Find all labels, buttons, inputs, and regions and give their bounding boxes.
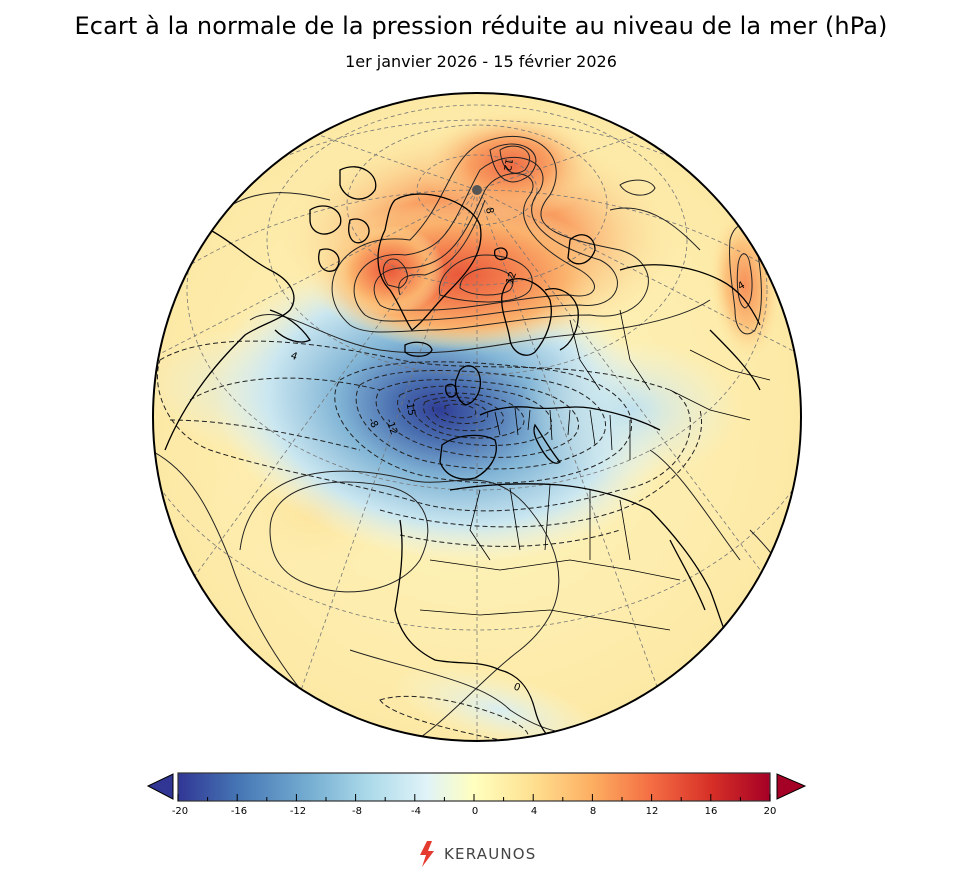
colorbar-over-arrow — [776, 773, 807, 800]
chart-title: Ecart à la normale de la pression réduit… — [74, 12, 888, 40]
colorbar-tick-label: -16 — [230, 806, 248, 817]
country-borders — [419, 309, 771, 631]
colorbar-tick-label: 4 — [530, 806, 538, 817]
colorbar-tick-label: -8 — [352, 806, 362, 817]
svg-text:12: 12 — [501, 157, 514, 171]
colorbar-tick-label: 0 — [471, 806, 479, 817]
colorbar-ticks — [177, 794, 771, 801]
svg-text:4: 4 — [289, 350, 299, 363]
colorbar-tick-label: -12 — [289, 806, 307, 817]
colorbar-under-arrow — [146, 773, 174, 800]
chart-subtitle: 1er janvier 2026 - 15 février 2026 — [345, 52, 617, 71]
svg-text:0: 0 — [512, 681, 522, 694]
colorbar — [145, 768, 810, 818]
lightning-bolt-icon — [420, 841, 434, 867]
svg-text:8: 8 — [483, 207, 495, 215]
contour-labels: 12 8 12 4 4 -15 -12 -8 0 — [289, 157, 747, 694]
svg-text:-12: -12 — [383, 417, 399, 436]
colorbar-tick-label: -4 — [411, 806, 421, 817]
svg-text:4: 4 — [736, 280, 747, 293]
globe-outline — [152, 92, 802, 742]
colorbar-tick-label: 12 — [645, 806, 659, 817]
anomaly-field: 12 8 12 4 4 -15 -12 -8 0 — [153, 93, 801, 741]
brand-logo: KERAUNOS — [418, 840, 537, 868]
brand-name: KERAUNOS — [444, 845, 537, 863]
colorbar-tick-label: 20 — [763, 806, 777, 817]
colorbar-tick-label: 8 — [589, 806, 597, 817]
colorbar-tick-label: -20 — [171, 806, 189, 817]
colorbar-tick-label: 16 — [704, 806, 718, 817]
globe-map: 12 8 12 4 4 -15 -12 -8 0 — [150, 90, 806, 746]
graticule — [153, 93, 801, 741]
svg-text:-15: -15 — [403, 399, 417, 417]
svg-text:12: 12 — [504, 270, 519, 286]
svg-text:-8: -8 — [365, 416, 380, 430]
